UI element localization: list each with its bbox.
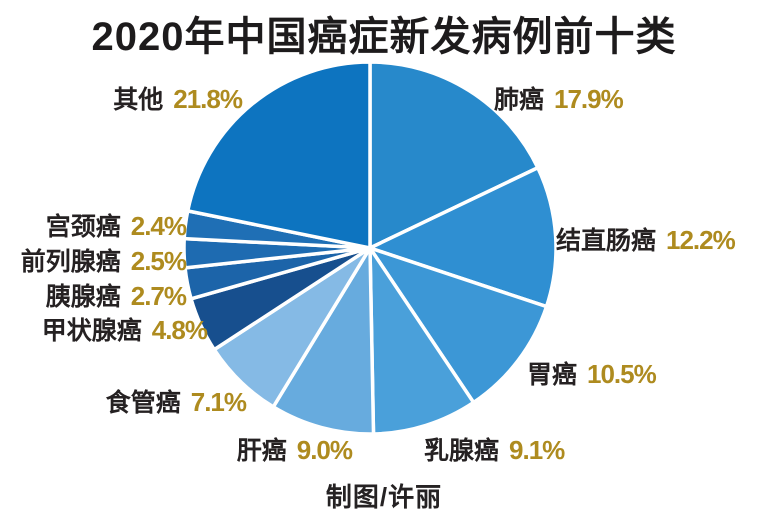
label-cervical-cancer: 宫颈癌 2.4% <box>45 211 187 241</box>
slice-percent: 9.1% <box>509 435 565 465</box>
slice-name: 肝癌 <box>236 437 287 465</box>
pie-slice <box>368 246 549 405</box>
label-prostate-cancer: 前列腺癌 2.5% <box>20 246 187 276</box>
slice-name: 结直肠癌 <box>556 227 657 255</box>
slice-name: 肺癌 <box>494 86 545 114</box>
slice-percent: 9.0% <box>296 435 353 465</box>
credit-line: 制图/许丽 <box>325 482 443 512</box>
slice-percent: 17.9% <box>554 84 624 114</box>
label-esophageal-cancer: 食管癌 7.1% <box>105 387 247 417</box>
slice-name: 食管癌 <box>105 389 181 417</box>
slice-percent: 7.1% <box>190 387 247 417</box>
slice-name: 前列腺癌 <box>20 248 121 276</box>
slice-name: 甲状腺癌 <box>41 317 142 345</box>
pie-slice <box>271 246 376 436</box>
label-other: 其他 21.8% <box>113 84 243 114</box>
label-thyroid-cancer: 甲状腺癌 4.8% <box>41 315 208 345</box>
slice-percent: 21.8% <box>173 84 243 114</box>
slice-name: 其他 <box>113 86 164 114</box>
pie-slice <box>368 246 476 436</box>
label-breast-cancer: 乳腺癌 9.1% <box>424 435 565 465</box>
slice-name: 乳腺癌 <box>424 437 500 465</box>
pie-slice <box>368 60 540 250</box>
slice-percent: 2.4% <box>130 211 187 241</box>
slice-name: 宫颈癌 <box>45 213 121 241</box>
slice-percent: 4.8% <box>151 315 208 345</box>
pie-slice <box>186 60 372 250</box>
pie-slice <box>368 166 558 309</box>
slice-percent: 2.5% <box>130 246 187 276</box>
label-stomach-cancer: 胃癌 10.5% <box>527 359 657 389</box>
label-liver-cancer: 肝癌 9.0% <box>236 435 353 465</box>
page-title: 2020年中国癌症新发病例前十类 <box>91 15 677 59</box>
slice-name: 胃癌 <box>527 361 578 389</box>
slice-percent: 10.5% <box>587 359 657 389</box>
label-lung-cancer: 肺癌 17.9% <box>494 84 624 114</box>
label-pancreatic-cancer: 胰腺癌 2.7% <box>45 281 187 311</box>
slice-name: 胰腺癌 <box>45 283 121 311</box>
slice-percent: 2.7% <box>130 281 187 311</box>
slice-percent: 12.2% <box>666 225 736 255</box>
label-colorectal-cancer: 结直肠癌 12.2% <box>556 225 736 255</box>
